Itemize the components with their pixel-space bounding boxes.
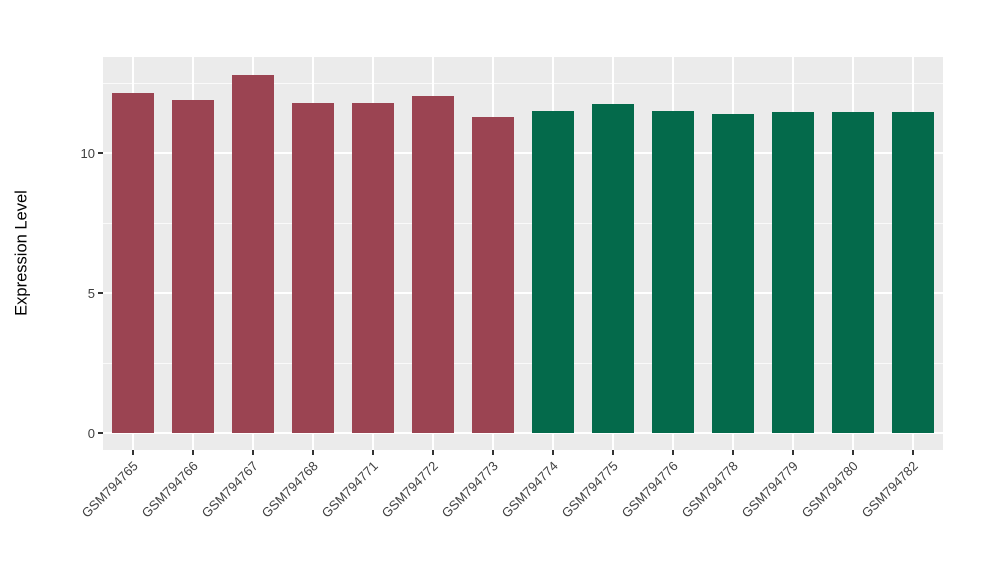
x-tick-mark-GSM794775 <box>612 450 614 455</box>
x-tick-mark-GSM794767 <box>252 450 254 455</box>
bar-GSM794778 <box>712 113 754 433</box>
gridline-major-y0 <box>103 432 943 434</box>
y-tick-mark-0 <box>98 432 103 434</box>
x-tick-mark-GSM794782 <box>912 450 914 455</box>
x-tick-mark-GSM794780 <box>852 450 854 455</box>
bar-GSM794768 <box>292 102 334 433</box>
x-tick-label-GSM794774: GSM794774 <box>498 458 561 521</box>
bar-GSM794773 <box>472 116 514 433</box>
y-tick-label-5: 5 <box>87 285 95 301</box>
y-axis-title: Expression Level <box>12 190 31 316</box>
x-tick-mark-GSM794773 <box>492 450 494 455</box>
bar-GSM794775 <box>592 104 634 433</box>
bar-GSM794765 <box>112 92 154 433</box>
x-tick-label-GSM794779: GSM794779 <box>738 458 801 521</box>
gridline-minor-y2.5 <box>103 362 943 364</box>
x-tick-label-GSM794766: GSM794766 <box>138 458 201 521</box>
x-tick-label-GSM794773: GSM794773 <box>438 458 501 521</box>
gridline-major-y5 <box>103 292 943 294</box>
bar-GSM794774 <box>532 111 574 433</box>
x-tick-label-GSM794776: GSM794776 <box>618 458 681 521</box>
x-tick-label-GSM794778: GSM794778 <box>678 458 741 521</box>
x-tick-mark-GSM794765 <box>132 450 134 455</box>
x-tick-label-GSM794771: GSM794771 <box>318 458 381 521</box>
bar-GSM794766 <box>172 99 214 433</box>
x-tick-label-GSM794767: GSM794767 <box>198 458 261 521</box>
gridline-minor-y12.5 <box>103 82 943 84</box>
bar-GSM794772 <box>412 95 454 433</box>
x-tick-mark-GSM794778 <box>732 450 734 455</box>
x-tick-label-GSM794775: GSM794775 <box>558 458 621 521</box>
bar-GSM794780 <box>832 112 874 433</box>
y-tick-mark-5 <box>98 292 103 294</box>
x-tick-mark-GSM794768 <box>312 450 314 455</box>
x-tick-mark-GSM794776 <box>672 450 674 455</box>
y-tick-mark-10 <box>98 152 103 154</box>
plot-panel <box>103 57 943 450</box>
x-tick-mark-GSM794771 <box>372 450 374 455</box>
y-tick-label-10: 10 <box>80 145 95 161</box>
bar-GSM794767 <box>232 74 274 433</box>
gridline-minor-y7.5 <box>103 222 943 224</box>
y-tick-label-0: 0 <box>87 425 95 441</box>
x-tick-mark-GSM794774 <box>552 450 554 455</box>
x-tick-label-GSM794768: GSM794768 <box>258 458 321 521</box>
x-tick-mark-GSM794772 <box>432 450 434 455</box>
x-tick-label-GSM794772: GSM794772 <box>378 458 441 521</box>
x-tick-label-GSM794765: GSM794765 <box>78 458 141 521</box>
x-tick-label-GSM794782: GSM794782 <box>858 458 921 521</box>
x-tick-mark-GSM794779 <box>792 450 794 455</box>
bar-GSM794776 <box>652 111 694 433</box>
bar-GSM794771 <box>352 102 394 433</box>
bar-GSM794782 <box>892 112 934 433</box>
gridline-major-y10 <box>103 152 943 154</box>
bar-GSM794779 <box>772 112 814 433</box>
x-tick-mark-GSM794766 <box>192 450 194 455</box>
x-tick-label-GSM794780: GSM794780 <box>798 458 861 521</box>
